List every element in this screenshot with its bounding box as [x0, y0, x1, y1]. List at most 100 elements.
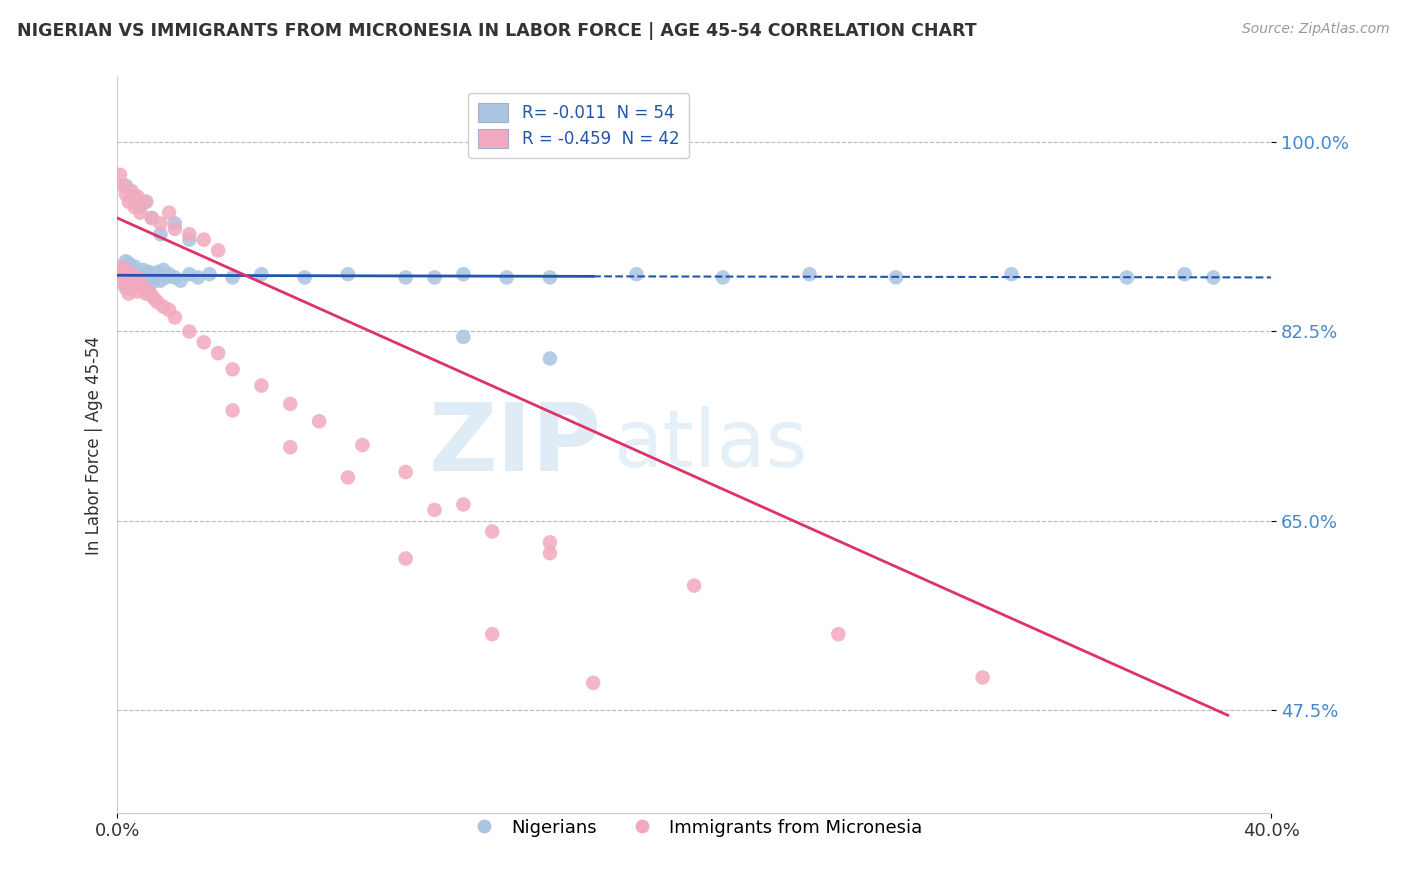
Point [108, 267, 131, 281]
Point [149, 216, 172, 230]
Point [111, 263, 134, 277]
Point [221, 270, 243, 285]
Point [163, 270, 186, 285]
Point [111, 276, 134, 290]
Point [121, 184, 143, 198]
Point [132, 263, 155, 277]
Point [146, 295, 169, 310]
Point [193, 335, 215, 350]
Point [1000, 267, 1022, 281]
Point [155, 270, 177, 285]
Point [127, 267, 149, 281]
Point [115, 281, 138, 295]
Point [336, 470, 359, 484]
Point [118, 194, 141, 209]
Text: Source: ZipAtlas.com: Source: ZipAtlas.com [1241, 22, 1389, 37]
Point [115, 187, 138, 202]
Point [129, 200, 152, 214]
Point [115, 254, 138, 268]
Point [146, 265, 169, 279]
Point [1115, 270, 1137, 285]
Point [799, 267, 821, 281]
Point [138, 265, 160, 279]
Point [884, 270, 907, 285]
Point [538, 535, 561, 549]
Point [395, 270, 418, 285]
Point [308, 414, 330, 428]
Point [157, 205, 180, 219]
Point [179, 325, 201, 339]
Point [278, 440, 301, 454]
Point [423, 503, 446, 517]
Point [481, 524, 503, 539]
Point [149, 227, 172, 242]
Point [395, 465, 418, 479]
Point [135, 194, 157, 209]
Point [827, 627, 849, 641]
Point [179, 267, 201, 281]
Point [250, 378, 273, 392]
Point [495, 270, 517, 285]
Point [221, 403, 243, 417]
Point [141, 211, 163, 225]
Point [124, 274, 146, 288]
Point [121, 263, 143, 277]
Y-axis label: In Labor Force | Age 45-54: In Labor Force | Age 45-54 [86, 335, 103, 555]
Point [115, 274, 138, 288]
Point [972, 670, 994, 684]
Point [118, 286, 141, 301]
Point [163, 310, 186, 325]
Point [711, 270, 734, 285]
Point [453, 267, 475, 281]
Point [135, 281, 157, 295]
Point [132, 270, 155, 285]
Point [138, 285, 160, 299]
Point [121, 281, 143, 295]
Point [108, 168, 131, 182]
Point [250, 267, 273, 281]
Point [179, 227, 201, 242]
Point [481, 627, 503, 641]
Point [294, 270, 316, 285]
Point [129, 276, 152, 290]
Point [626, 267, 648, 281]
Point [127, 270, 149, 285]
Point [127, 189, 149, 203]
Text: NIGERIAN VS IMMIGRANTS FROM MICRONESIA IN LABOR FORCE | AGE 45-54 CORRELATION CH: NIGERIAN VS IMMIGRANTS FROM MICRONESIA I… [17, 22, 977, 40]
Point [163, 221, 186, 235]
Point [141, 276, 163, 290]
Point [143, 292, 166, 306]
Text: ZIP: ZIP [429, 399, 602, 491]
Point [135, 194, 157, 209]
Point [132, 281, 155, 295]
Point [152, 300, 174, 314]
Point [129, 205, 152, 219]
Point [198, 267, 221, 281]
Point [278, 397, 301, 411]
Point [152, 263, 174, 277]
Point [121, 278, 143, 293]
Point [141, 211, 163, 225]
Point [336, 267, 359, 281]
Point [538, 351, 561, 366]
Point [141, 267, 163, 281]
Point [124, 260, 146, 274]
Point [683, 578, 706, 592]
Point [127, 285, 149, 299]
Point [395, 551, 418, 566]
Point [143, 270, 166, 285]
Point [538, 546, 561, 560]
Point [124, 200, 146, 214]
Point [118, 270, 141, 285]
Point [135, 267, 157, 281]
Point [121, 270, 143, 285]
Point [138, 270, 160, 285]
Point [127, 265, 149, 279]
Point [187, 270, 209, 285]
Point [221, 362, 243, 376]
Point [453, 498, 475, 512]
Point [1173, 267, 1195, 281]
Point [352, 438, 374, 452]
Point [582, 676, 605, 690]
Point [115, 263, 138, 277]
